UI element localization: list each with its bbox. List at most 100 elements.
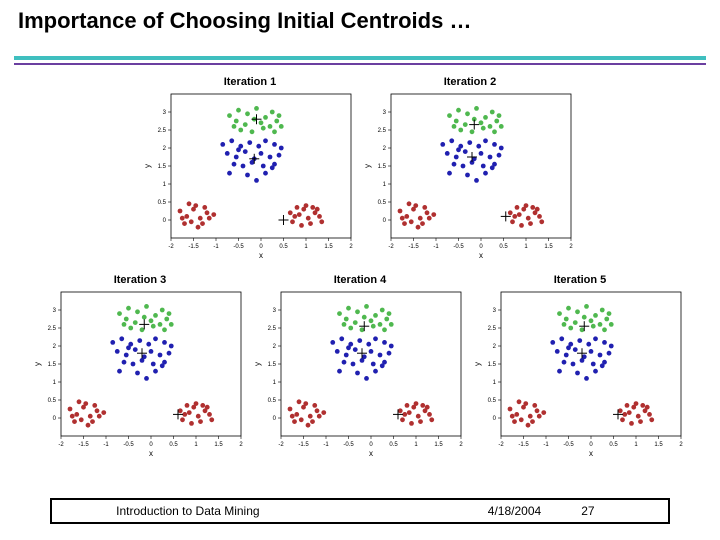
- svg-text:1: 1: [383, 182, 387, 188]
- svg-text:-1.5: -1.5: [408, 244, 419, 250]
- svg-text:1.5: 1.5: [48, 362, 57, 368]
- plot-title: Iteration 4: [253, 274, 467, 286]
- svg-text:-0.5: -0.5: [453, 244, 464, 250]
- svg-text:-2: -2: [388, 244, 394, 250]
- svg-text:2.5: 2.5: [48, 326, 57, 332]
- svg-text:-1.5: -1.5: [518, 442, 529, 448]
- scatter-plot: Iteration 5-2-1.5-1-0.500.511.5200.511.5…: [473, 278, 687, 462]
- svg-text:2: 2: [459, 442, 463, 448]
- slide-title: Importance of Choosing Initial Centroids…: [18, 8, 471, 34]
- svg-text:1: 1: [194, 442, 198, 448]
- title-divider: [14, 56, 706, 65]
- svg-text:1: 1: [414, 442, 418, 448]
- slide: Importance of Choosing Initial Centroids…: [0, 0, 720, 540]
- svg-text:2: 2: [493, 344, 497, 350]
- svg-text:2: 2: [349, 244, 353, 250]
- svg-text:-0.5: -0.5: [233, 244, 244, 250]
- svg-text:1.5: 1.5: [158, 164, 167, 170]
- scatter-plot: Iteration 4-2-1.5-1-0.500.511.5200.511.5…: [253, 278, 467, 462]
- svg-text:1.5: 1.5: [434, 442, 443, 448]
- scatter-plot: Iteration 3-2-1.5-1-0.500.511.5200.511.5…: [33, 278, 247, 462]
- svg-text:0: 0: [149, 442, 153, 448]
- svg-text:2.5: 2.5: [378, 128, 387, 134]
- svg-text:1.5: 1.5: [544, 244, 553, 250]
- svg-text:y: y: [253, 362, 262, 366]
- svg-text:1: 1: [524, 244, 528, 250]
- svg-text:0: 0: [273, 416, 277, 422]
- svg-text:-0.5: -0.5: [563, 442, 574, 448]
- svg-text:1: 1: [273, 380, 277, 386]
- svg-text:0.5: 0.5: [389, 442, 398, 448]
- svg-text:1: 1: [493, 380, 497, 386]
- chart-row-2: Iteration 3-2-1.5-1-0.500.511.5200.511.5…: [0, 278, 720, 462]
- svg-text:1.5: 1.5: [268, 362, 277, 368]
- svg-text:0.5: 0.5: [609, 442, 618, 448]
- svg-text:y: y: [473, 362, 482, 366]
- svg-text:-1: -1: [103, 442, 109, 448]
- plot-title: Iteration 1: [143, 76, 357, 88]
- scatter-plot: Iteration 2-2-1.5-1-0.500.511.5200.511.5…: [363, 80, 577, 264]
- svg-text:-1: -1: [433, 244, 439, 250]
- scatter-plot: Iteration 1-2-1.5-1-0.500.511.5200.511.5…: [143, 80, 357, 264]
- svg-text:2.5: 2.5: [488, 326, 497, 332]
- plot-title: Iteration 5: [473, 274, 687, 286]
- svg-text:-1.5: -1.5: [298, 442, 309, 448]
- svg-text:0.5: 0.5: [268, 398, 277, 404]
- svg-text:-2: -2: [58, 442, 64, 448]
- svg-text:0.5: 0.5: [48, 398, 57, 404]
- svg-text:-0.5: -0.5: [343, 442, 354, 448]
- svg-text:2: 2: [273, 344, 277, 350]
- svg-text:2.5: 2.5: [268, 326, 277, 332]
- svg-text:-0.5: -0.5: [123, 442, 134, 448]
- svg-text:-2: -2: [278, 442, 284, 448]
- svg-text:x: x: [149, 449, 153, 458]
- plot-svg: -2-1.5-1-0.500.511.5200.511.522.53xy: [363, 80, 577, 264]
- svg-text:3: 3: [493, 308, 497, 314]
- svg-text:0: 0: [53, 416, 57, 422]
- svg-text:3: 3: [163, 110, 167, 116]
- svg-text:-1: -1: [543, 442, 549, 448]
- svg-text:1.5: 1.5: [654, 442, 663, 448]
- svg-text:-2: -2: [498, 442, 504, 448]
- svg-text:y: y: [363, 164, 372, 168]
- svg-text:0.5: 0.5: [169, 442, 178, 448]
- footer-source: Introduction to Data Mining: [58, 504, 318, 518]
- svg-text:-1: -1: [323, 442, 329, 448]
- svg-text:y: y: [33, 362, 42, 366]
- plot-svg: -2-1.5-1-0.500.511.5200.511.522.53xy: [473, 278, 687, 462]
- svg-text:1.5: 1.5: [378, 164, 387, 170]
- svg-text:3: 3: [53, 308, 57, 314]
- svg-text:0.5: 0.5: [158, 200, 167, 206]
- svg-text:x: x: [479, 251, 483, 260]
- svg-text:0: 0: [369, 442, 373, 448]
- svg-text:1.5: 1.5: [488, 362, 497, 368]
- svg-text:0: 0: [383, 218, 387, 224]
- svg-text:x: x: [369, 449, 373, 458]
- svg-text:1: 1: [163, 182, 167, 188]
- svg-text:0.5: 0.5: [378, 200, 387, 206]
- svg-text:2: 2: [383, 146, 387, 152]
- svg-text:0.5: 0.5: [499, 244, 508, 250]
- slide-footer: Introduction to Data Mining 4/18/2004 27: [50, 498, 670, 524]
- svg-text:-1.5: -1.5: [188, 244, 199, 250]
- svg-text:0: 0: [163, 218, 167, 224]
- svg-text:3: 3: [383, 110, 387, 116]
- svg-text:2: 2: [569, 244, 573, 250]
- footer-page: 27: [571, 504, 702, 518]
- svg-text:0.5: 0.5: [488, 398, 497, 404]
- svg-text:-1.5: -1.5: [78, 442, 89, 448]
- svg-text:1.5: 1.5: [214, 442, 223, 448]
- svg-text:1.5: 1.5: [324, 244, 333, 250]
- plot-svg: -2-1.5-1-0.500.511.5200.511.522.53xy: [143, 80, 357, 264]
- plot-title: Iteration 3: [33, 274, 247, 286]
- svg-text:2: 2: [53, 344, 57, 350]
- svg-text:2: 2: [239, 442, 243, 448]
- svg-text:0.5: 0.5: [279, 244, 288, 250]
- svg-text:1: 1: [53, 380, 57, 386]
- svg-text:x: x: [259, 251, 263, 260]
- svg-text:-2: -2: [168, 244, 174, 250]
- svg-text:0: 0: [259, 244, 263, 250]
- svg-text:1: 1: [634, 442, 638, 448]
- plot-svg: -2 -1.5 -1 -0.5 0 0.5 1 1.5 2 0 0.5 1 1.5 2 2.5 3 x y: [33, 278, 247, 462]
- svg-text:2: 2: [163, 146, 167, 152]
